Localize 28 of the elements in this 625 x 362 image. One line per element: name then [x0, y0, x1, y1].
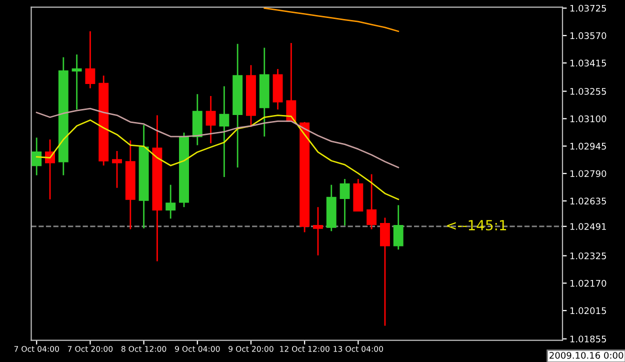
- text: 2009.10.16 0:00: [550, 352, 624, 359]
- candlestick: [32, 136, 42, 176]
- y-tick-label: 1.02015: [570, 307, 606, 314]
- candlestick: [286, 42, 296, 122]
- candlestick: [366, 174, 377, 230]
- y-tick-label: 1.02635: [570, 198, 606, 204]
- candlestick: [85, 30, 96, 89]
- y-tick-label: 1.03255: [570, 88, 606, 95]
- y-tick-label: 1.02325: [570, 252, 606, 260]
- y-tick-label: 1.02491: [570, 223, 606, 230]
- candlestick: [166, 184, 176, 220]
- y-tick-label: 1.02945: [570, 142, 606, 150]
- candlestick: [219, 86, 230, 178]
- y-tick-label: 1.02170: [570, 280, 606, 287]
- y-tick-label: 1.03725: [570, 4, 606, 12]
- y-tick-label: 1.03100: [570, 115, 606, 122]
- candlestick: [340, 178, 350, 226]
- candlestick: [313, 206, 323, 256]
- y-tick-label: 1.01855: [570, 336, 606, 342]
- y-tick-label: 1.03570: [570, 32, 606, 40]
- candlestick: [393, 204, 404, 250]
- line-series: [264, 7, 400, 32]
- y-tick-label: 1.02790: [570, 170, 606, 178]
- candlestick: [206, 95, 216, 144]
- candlestick: [72, 54, 82, 110]
- candlestick: [112, 150, 122, 189]
- candlestick: [380, 217, 390, 326]
- y-tick-label: 1.03415: [570, 60, 606, 67]
